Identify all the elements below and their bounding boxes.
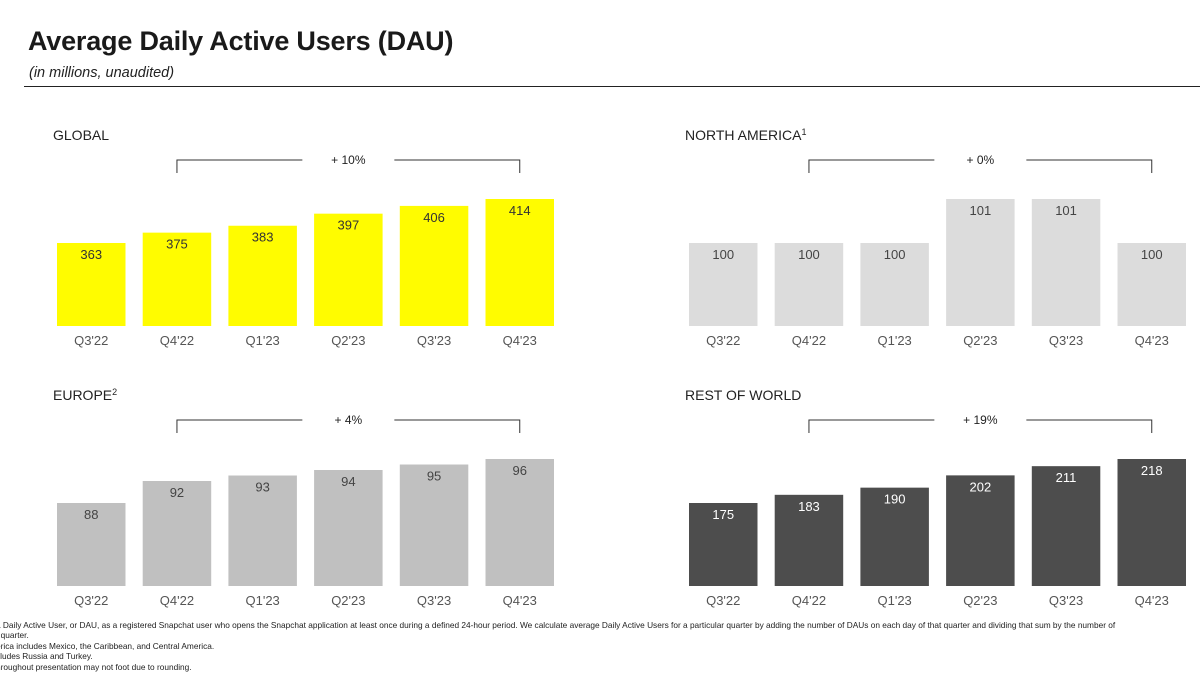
chart-1-bar-q4-22 xyxy=(774,243,844,326)
chart-0-tick-label: Q3'23 xyxy=(417,333,451,348)
chart-0-value-label: 414 xyxy=(509,203,531,218)
chart-3-tick-label: Q4'22 xyxy=(792,593,826,608)
chart-3-bar-q1-23 xyxy=(860,487,929,586)
chart-1-bar-q2-23 xyxy=(946,199,1015,326)
chart-rest-of-world: REST OF WORLD + 19% 175 Q3'22 183 Q4'22 190 Q1'… xyxy=(632,378,1200,618)
chart-0-tick-label: Q4'22 xyxy=(160,333,194,348)
chart-2-value-label: 94 xyxy=(341,474,355,489)
chart-2-tick-label: Q4'22 xyxy=(160,593,194,608)
chart-3-value-label: 211 xyxy=(1056,470,1077,485)
chart-2-growth-bracket xyxy=(176,419,521,433)
chart-2-bar-q3-23 xyxy=(399,464,469,586)
chart-1-tick-label: Q1'23 xyxy=(878,333,912,348)
chart-europe: EUROPE2 + 4% 88 Q3'22 92 Q4'22 93 Q1'23 94 Q2'23 9… xyxy=(0,378,600,618)
chart-1-value-label: 101 xyxy=(1055,203,1077,218)
chart-0-tick-label: Q1'23 xyxy=(246,333,280,348)
chart-1-tick-label: Q3'22 xyxy=(706,333,740,348)
footnote-line: t quarter. xyxy=(0,630,29,641)
chart-0-bar-q3-23 xyxy=(399,205,469,326)
chart-3-value-label: 183 xyxy=(798,499,820,514)
chart-2-value-label: 96 xyxy=(513,463,527,478)
chart-1-value-label: 100 xyxy=(884,247,906,262)
chart-0-growth-bracket xyxy=(176,159,521,173)
chart-3-growth-bracket xyxy=(808,419,1153,433)
chart-2-bar-q2-23 xyxy=(314,470,383,586)
chart-0-value-label: 375 xyxy=(166,237,188,252)
chart-1-growth-bracket xyxy=(808,159,1153,173)
chart-3-bar-q3-23 xyxy=(1031,466,1101,586)
chart-0-title: GLOBAL xyxy=(53,127,109,143)
chart-0-bar-q4-22 xyxy=(142,232,212,326)
chart-3-bar-q3-22 xyxy=(689,503,758,586)
footnote-line: hroughout presentation may not foot due … xyxy=(0,661,192,672)
chart-north-america: NORTH AMERICA1 + 0% 100 Q3'22 100 Q4'22 100 Q1'… xyxy=(632,118,1200,358)
chart-3-bar-q2-23 xyxy=(946,475,1015,586)
chart-1-value-label: 101 xyxy=(969,203,991,218)
chart-3-value-label: 218 xyxy=(1141,463,1163,478)
chart-1-value-label: 100 xyxy=(712,247,734,262)
chart-2-value-label: 92 xyxy=(170,485,184,500)
chart-0-bar-q1-23 xyxy=(228,225,297,326)
chart-0-bar-q3-22 xyxy=(57,243,126,326)
footnote-line: erica includes Mexico, the Caribbean, an… xyxy=(0,640,215,651)
chart-3-value-label: 202 xyxy=(969,479,991,494)
chart-global: GLOBAL + 10% 363 Q3'22 375 Q4'22 383 Q1'23 397 Q2… xyxy=(0,118,600,358)
chart-1-growth-label: + 0% xyxy=(967,153,995,167)
chart-2-growth-label: + 4% xyxy=(335,413,363,427)
chart-1-title: NORTH AMERICA1 xyxy=(685,127,806,143)
chart-1-value-label: 100 xyxy=(1141,247,1163,262)
chart-2-value-label: 88 xyxy=(84,507,98,522)
chart-0-value-label: 363 xyxy=(80,247,102,262)
footnote-line: cludes Russia and Turkey. xyxy=(0,651,93,662)
chart-3-tick-label: Q3'23 xyxy=(1049,593,1083,608)
chart-1-tick-label: Q4'23 xyxy=(1135,333,1169,348)
chart-2-tick-label: Q4'23 xyxy=(503,593,537,608)
chart-0-value-label: 397 xyxy=(337,218,359,233)
chart-2-bar-q4-23 xyxy=(485,459,554,586)
chart-1-tick-label: Q2'23 xyxy=(963,333,997,348)
chart-2-tick-label: Q3'23 xyxy=(417,593,451,608)
chart-3-tick-label: Q2'23 xyxy=(963,593,997,608)
chart-0-bar-q4-23 xyxy=(485,199,554,326)
chart-1-title-footnote-marker: 1 xyxy=(801,127,806,137)
chart-0-tick-label: Q3'22 xyxy=(74,333,108,348)
chart-3-bar-q4-22 xyxy=(774,494,844,586)
page-title: Average Daily Active Users (DAU) xyxy=(28,26,454,56)
chart-0-tick-label: Q4'23 xyxy=(503,333,537,348)
chart-0-bar-q2-23 xyxy=(314,213,383,326)
chart-2-title-footnote-marker: 2 xyxy=(112,387,117,397)
chart-2-bar-q1-23 xyxy=(228,475,297,586)
chart-2-tick-label: Q1'23 xyxy=(246,593,280,608)
footnotes: a Daily Active User, or DAU, as a regist… xyxy=(0,620,1200,672)
chart-1-tick-label: Q4'22 xyxy=(792,333,826,348)
footnote-line: a Daily Active User, or DAU, as a regist… xyxy=(0,620,1116,630)
chart-0-tick-label: Q2'23 xyxy=(331,333,365,348)
chart-3-tick-label: Q1'23 xyxy=(878,593,912,608)
chart-3-value-label: 190 xyxy=(884,492,906,507)
header-divider xyxy=(24,86,1200,87)
chart-3-value-label: 175 xyxy=(712,507,734,522)
chart-1-value-label: 100 xyxy=(798,247,820,262)
chart-2-value-label: 93 xyxy=(255,480,269,495)
chart-2-tick-label: Q3'22 xyxy=(74,593,108,608)
chart-3-bar-q4-23 xyxy=(1117,459,1186,586)
chart-1-bar-q3-23 xyxy=(1031,199,1101,326)
chart-2-bar-q3-22 xyxy=(57,503,126,586)
chart-1-tick-label: Q3'23 xyxy=(1049,333,1083,348)
chart-3-growth-label: + 19% xyxy=(963,413,998,427)
chart-2-value-label: 95 xyxy=(427,469,441,484)
chart-1-bar-q3-22 xyxy=(689,243,758,326)
chart-0-growth-label: + 10% xyxy=(331,153,366,167)
chart-2-tick-label: Q2'23 xyxy=(331,593,365,608)
chart-3-title: REST OF WORLD xyxy=(685,387,801,403)
page-subtitle: (in millions, unaudited) xyxy=(29,65,175,81)
chart-2-title: EUROPE2 xyxy=(53,387,117,403)
chart-2-bar-q4-22 xyxy=(142,481,212,586)
chart-0-value-label: 406 xyxy=(423,210,445,225)
chart-1-bar-q1-23 xyxy=(860,243,929,326)
chart-3-tick-label: Q4'23 xyxy=(1135,593,1169,608)
chart-3-tick-label: Q3'22 xyxy=(706,593,740,608)
chart-1-bar-q4-23 xyxy=(1117,243,1186,326)
chart-0-value-label: 383 xyxy=(252,230,274,245)
